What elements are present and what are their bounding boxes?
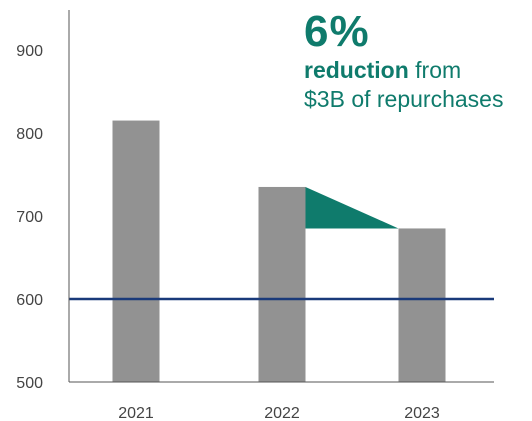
reduction-annotation: 6% reduction from $3B of repurchases: [304, 8, 503, 114]
annotation-bold-word: reduction: [304, 57, 409, 83]
x-tick-label-2022: 2022: [264, 405, 300, 421]
axes: [68, 10, 494, 383]
reduction-wedge: [305, 186, 399, 229]
x-tick-label-2021: 2021: [118, 405, 154, 421]
annotation-line-2: $3B of repurchases: [304, 86, 504, 112]
y-tick-label-500: 500: [16, 375, 43, 392]
y-tick-label-600: 600: [16, 292, 43, 309]
bar-2023: [398, 228, 446, 382]
bars: [112, 120, 446, 383]
bar-2022: [258, 186, 306, 382]
x-tick-label-2023: 2023: [404, 405, 440, 421]
bar-2021: [112, 120, 160, 383]
reduction-percent: 6%: [304, 7, 370, 56]
y-tick-label-900: 900: [16, 43, 43, 60]
reduction-wedge-layer: [305, 186, 399, 229]
annotation-line-1: reduction from: [304, 56, 503, 84]
x-axis-ticks: 2021 2022 2023: [118, 405, 440, 421]
y-tick-label-800: 800: [16, 126, 43, 143]
y-axis-ticks: 500 600 700 800 900: [16, 43, 43, 392]
annotation-from-text: from: [408, 57, 462, 83]
y-tick-label-700: 700: [16, 209, 43, 226]
